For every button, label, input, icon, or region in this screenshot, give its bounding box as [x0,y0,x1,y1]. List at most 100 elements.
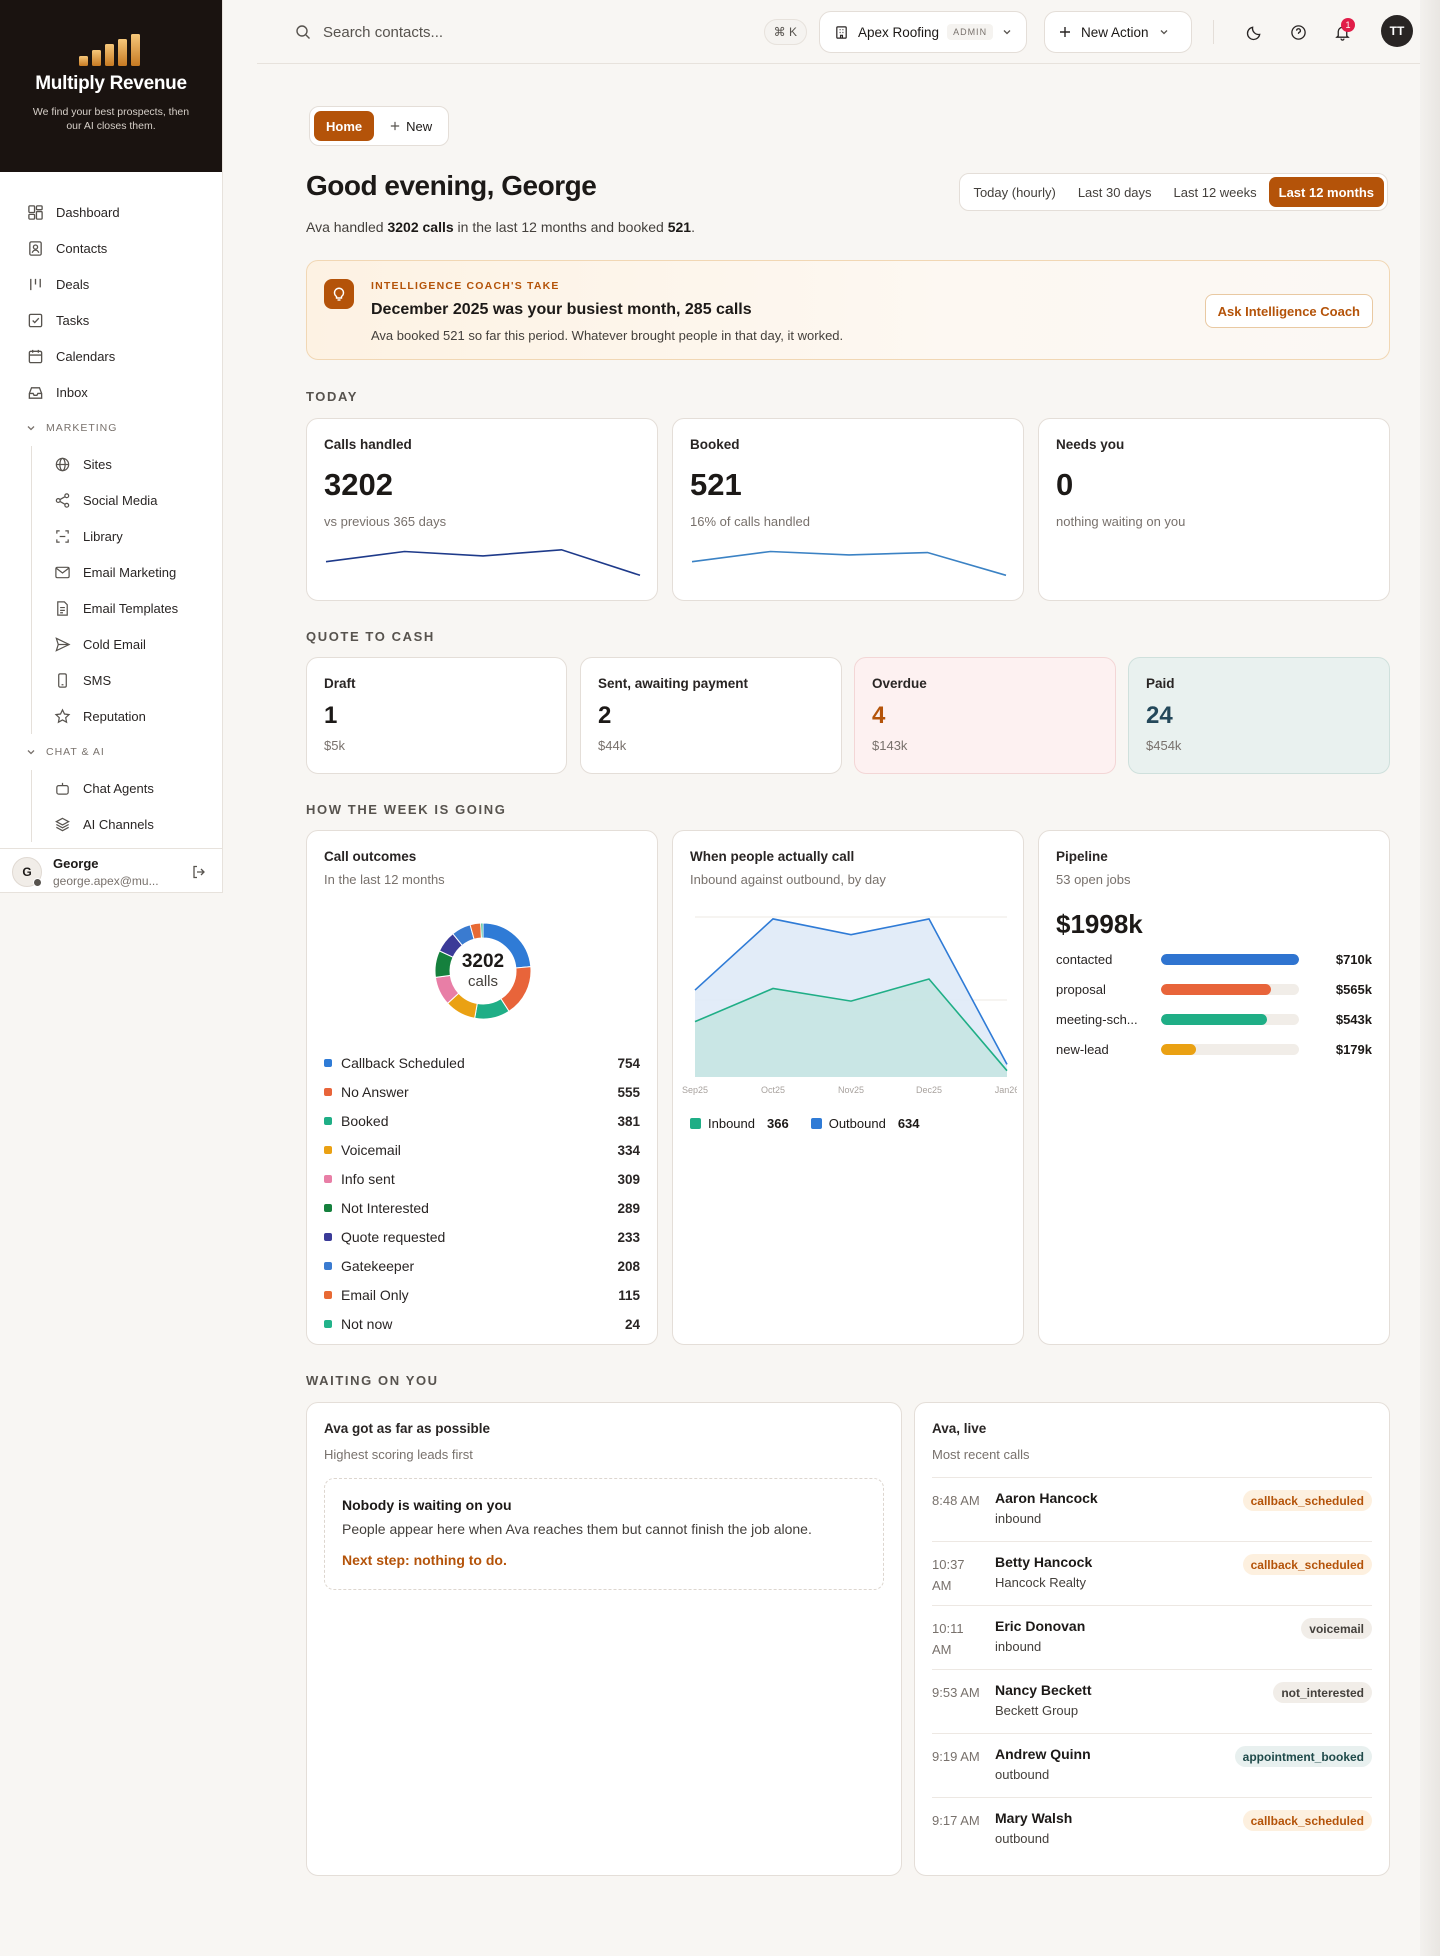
sidebar-item-reputation[interactable]: Reputation [32,698,222,734]
call-context: inbound [995,1511,1042,1526]
call-row[interactable]: 9:17 AM Mary Walsh outbound callback_schedu… [932,1797,1372,1860]
sidebar-item-cold-email[interactable]: Cold Email [32,626,222,662]
call-row[interactable]: 8:48 AM Aaron Hancock inbound callback_sche… [932,1477,1372,1540]
sidebar-item-sites[interactable]: Sites [32,446,222,482]
sidebar-item-library[interactable]: Library [32,518,222,554]
tab-new[interactable]: New [378,111,444,141]
call-row[interactable]: 9:53 AM Nancy Beckett Beckett Group not_int… [932,1669,1372,1732]
search-shortcut: ⌘ K [763,19,807,45]
sidebar-item-chat-agents[interactable]: Chat Agents [32,770,222,806]
legend-swatch [324,1146,332,1154]
call-context: outbound [995,1831,1050,1846]
greeting-summary: Ava handled 3202 calls in the last 12 mo… [306,219,695,235]
sidebar-item-deals[interactable]: Deals [0,266,222,302]
kpi-card-needs-you[interactable]: Needs you 0 nothing waiting on you [1038,418,1390,601]
call-row[interactable]: 9:19 AM Andrew Quinn outbound appointment_b… [932,1733,1372,1796]
chat-section-toggle[interactable]: CHAT & AI [0,734,222,770]
legend-row[interactable]: Quote requested 233 [324,1227,640,1247]
section-title-today: TODAY [306,389,359,404]
quote-title: Draft [324,676,356,691]
range-12-months[interactable]: Last 12 months [1268,177,1384,207]
legend-swatch [324,1117,332,1125]
pipeline-card: Pipeline 53 open jobs $1998k contacted $7… [1038,830,1390,1345]
sidebar-item-inbox[interactable]: Inbox [0,374,222,410]
deals-icon [30,278,41,290]
legend-row[interactable]: Booked 381 [324,1111,640,1131]
legend-row[interactable]: Not Interested 289 [324,1198,640,1218]
quote-card-overdue[interactable]: Overdue 4 $143k [854,657,1116,774]
kpi-value: 3202 [324,467,393,502]
sidebar-item-email-marketing[interactable]: Email Marketing [32,554,222,590]
quote-card-draft[interactable]: Draft 1 $5k [306,657,567,774]
sidebar-item-sms[interactable]: SMS [32,662,222,698]
tab-home[interactable]: Home [314,111,375,141]
kpi-card-booked[interactable]: Booked 521 16% of calls handled [672,418,1024,601]
sidebar-item-dashboard[interactable]: Dashboard [0,194,222,230]
call-status-badge: callback_scheduled [1242,1554,1372,1575]
sidebar-item-label: Email Marketing [83,564,177,580]
help-button[interactable] [1286,20,1310,44]
sidebar-item-contacts[interactable]: Contacts [0,230,222,266]
legend-row[interactable]: Voicemail 334 [324,1140,640,1160]
pipeline-row[interactable]: proposal $565k [1056,979,1372,999]
pipeline-row[interactable]: meeting-sch... $543k [1056,1009,1372,1029]
page-title: Good evening, George [306,170,597,201]
sidebar-item-calendars[interactable]: Calendars [0,338,222,374]
kpi-title: Booked [690,437,740,452]
legend-swatch [324,1175,332,1183]
legend-swatch [324,1059,332,1067]
sidebar-item-email-templates[interactable]: Email Templates [32,590,222,626]
legend-row[interactable]: No Answer 555 [324,1082,640,1102]
x-tick-label: Jan26 [995,1085,1017,1095]
legend-row[interactable]: Info sent 309 [324,1169,640,1189]
coach-icon-tile [324,279,354,309]
sidebar-item-tasks[interactable]: Tasks [0,302,222,338]
range-30-days[interactable]: Last 30 days [1077,184,1152,200]
legend-row[interactable]: Not now 24 [324,1314,640,1334]
sidebar-item-ai-channels[interactable]: AI Channels [32,806,222,842]
kpi-card-calls[interactable]: Calls handled 3202 vs previous 365 days [306,418,658,601]
donut-slice[interactable] [480,922,484,939]
star-icon [54,707,71,723]
theme-toggle-button[interactable] [1242,20,1266,44]
marketing-section-toggle[interactable]: MARKETING [0,410,222,446]
calendar-icon [28,349,43,363]
logout-icon[interactable] [191,864,207,880]
sidebar-item-social-media[interactable]: Social Media [32,482,222,518]
legend-value: 334 [617,1142,640,1158]
brand-logo-icon [79,34,140,66]
legend-row[interactable]: Email Only 115 [324,1285,640,1305]
legend-label: Email Only [341,1287,409,1303]
range-today[interactable]: Today (hourly) [973,184,1056,200]
marketing-section-label: MARKETING [46,422,118,434]
line-inbound[interactable] [694,978,1008,1072]
quote-card-sent[interactable]: Sent, awaiting payment 2 $44k [580,657,842,774]
help-icon [1290,24,1306,40]
pipeline-row[interactable]: contacted $710k [1056,949,1372,969]
topbar-divider [1213,20,1214,44]
call-row[interactable]: 10:11 AM Eric Donovan inbound voicemail [932,1605,1372,1668]
range-12-weeks[interactable]: Last 12 weeks [1173,184,1257,200]
legend-swatch-outbound [810,1118,822,1129]
user-menu[interactable]: G George george.apex@mu... [0,848,222,892]
pipeline-bar-fill [1161,953,1299,965]
org-switcher[interactable]: Apex Roofing ADMIN [819,11,1027,53]
sparkline-booked [691,550,1007,577]
card-subtitle: In the last 12 months [324,872,445,887]
legend-label: No Answer [341,1084,409,1100]
ask-coach-button[interactable]: Ask Intelligence Coach [1204,294,1373,328]
search-input[interactable]: Search contacts... ⌘ K [281,12,807,52]
moon-icon [1246,25,1261,40]
pipeline-row[interactable]: new-lead $179k [1056,1039,1372,1059]
legend-row[interactable]: Gatekeeper 208 [324,1256,640,1276]
line-outbound[interactable] [694,918,1008,1065]
call-row[interactable]: 10:37 AM Betty Hancock Hancock Realty callb… [932,1541,1372,1604]
sidebar-item-label: Email Templates [83,600,179,616]
new-action-button[interactable]: New Action [1044,11,1192,53]
quote-card-paid[interactable]: Paid 24 $454k [1128,657,1390,774]
legend-row[interactable]: Callback Scheduled 754 [324,1053,640,1073]
sidebar-item-label: Inbox [56,384,88,400]
account-avatar[interactable]: TT [1381,15,1413,47]
quote-count: 24 [1146,702,1173,729]
inbound-outbound-chart: Sep25 Oct25 Nov25 Dec25 Jan26 [682,916,1017,1095]
